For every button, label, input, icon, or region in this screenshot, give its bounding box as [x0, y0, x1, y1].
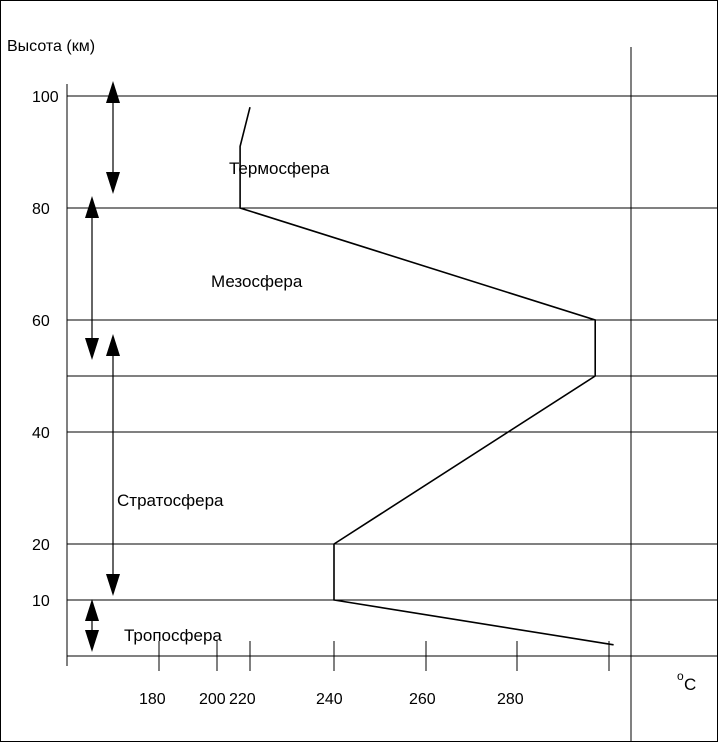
layer-arrow-0 [85, 599, 99, 652]
x-tick-label-280: 280 [497, 691, 524, 708]
arrow-head-down [85, 630, 99, 652]
degree-sign: o [677, 669, 684, 683]
x-tick-label-180: 180 [139, 691, 166, 708]
x-unit-label: o C [677, 669, 696, 694]
arrow-head-up [106, 81, 120, 103]
layer-label-2: Мезосфера [211, 272, 303, 291]
grid-lines [66, 47, 717, 741]
x-tick-label-260: 260 [409, 691, 436, 708]
arrow-head-down [106, 574, 120, 596]
y-tick-label-40: 40 [32, 425, 50, 442]
x-tick-label-220: 220 [229, 691, 256, 708]
y-tick-label-10: 10 [32, 593, 50, 610]
layer-arrow-2 [85, 196, 99, 360]
arrow-head-up [85, 196, 99, 218]
arrow-head-down [106, 172, 120, 194]
arrow-head-down [85, 338, 99, 360]
arrow-head-up [106, 334, 120, 356]
layer-label-3: Термосфера [229, 159, 330, 178]
axis-ticks: 10 20 40 60 80 100 180 200 220 240 260 280 [32, 89, 610, 708]
y-tick-label-60: 60 [32, 313, 50, 330]
celsius-unit: C [684, 675, 696, 694]
layer-label-1: Стратосфера [117, 491, 224, 510]
temperature-profile-line [239, 107, 614, 646]
layer-arrow-1 [106, 334, 120, 596]
layer-arrows [85, 81, 120, 652]
x-tick-label-200: 200 [199, 691, 226, 708]
layer-arrow-3 [106, 81, 120, 194]
layer-label-0: Тропосфера [124, 626, 222, 645]
x-tick-label-240: 240 [316, 691, 343, 708]
y-tick-label-20: 20 [32, 537, 50, 554]
layer-labels: Тропосфера Стратосфера Мезосфера Термосфера [117, 159, 330, 645]
y-tick-label-80: 80 [32, 201, 50, 218]
temperature-series [239, 107, 614, 646]
y-tick-label-100: 100 [32, 89, 59, 106]
arrow-head-up [85, 599, 99, 621]
y-axis-label: Высота (км) [7, 38, 95, 55]
